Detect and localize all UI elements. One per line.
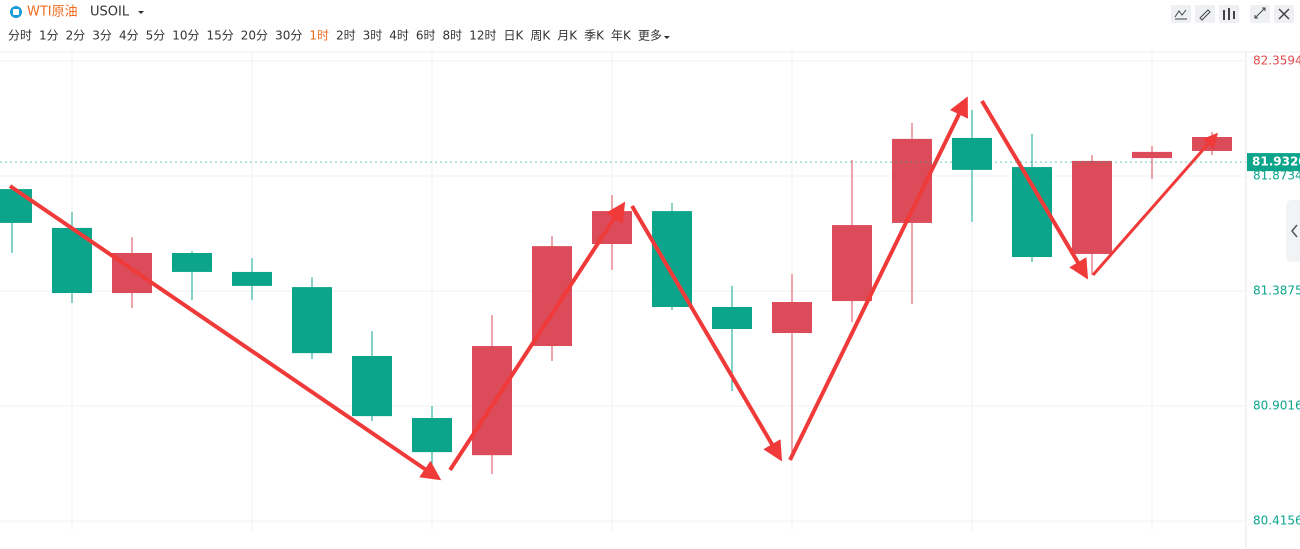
period-tab[interactable]: 日K [503,29,524,43]
candle-body [472,346,512,456]
period-tab[interactable]: 3分 [92,29,112,43]
period-tab[interactable]: 1时 [309,29,329,43]
period-tab[interactable]: 3时 [363,29,383,43]
period-tab[interactable]: 2分 [66,29,86,43]
y-tick-label: 80.9016 [1253,399,1300,413]
tool-icon [1254,7,1266,19]
candle-body [652,211,692,307]
tool-icon [1199,9,1211,21]
trend-arrow [630,204,783,462]
symbol-icon-inner [13,9,19,15]
tool-button[interactable] [1250,5,1270,23]
period-tab[interactable]: 6时 [416,29,436,43]
period-tab[interactable]: 20分 [241,29,268,43]
period-tab[interactable]: 15分 [207,29,234,43]
last-price-badge [1247,153,1300,172]
tool-icon [1174,9,1187,20]
candles [0,110,1232,475]
tool-icon [1278,8,1290,20]
toolbar: WTI原油 USOIL 分时 1分 2分 3分 4分 5分 10分 15分 20分 30分 1时 2时… [8,5,1294,43]
symbol-code[interactable]: USOIL [90,5,130,20]
period-tab[interactable]: 季K [584,29,605,43]
candle-body [1132,151,1172,159]
side-tab-icon [1291,224,1298,238]
candle-body [712,306,752,329]
candle-body [292,287,332,354]
y-tick-label: 81.8734 [1253,168,1300,182]
grid: 80.4156 80.9016 81.3875 81.8734 82.3594 [0,53,1300,528]
candle-body [832,225,872,302]
candle-body [592,211,632,245]
candle-body [532,246,572,347]
period-tab[interactable]: 5分 [146,29,166,43]
side-tab[interactable] [1286,200,1300,262]
period-tab[interactable]: 12时 [469,29,496,43]
trend-arrow [8,184,442,481]
trend-arrow [980,99,1089,280]
trend-arrows [8,96,1218,481]
trend-arrow [788,96,968,461]
tool-button[interactable] [1195,5,1215,23]
tool-buttons [1171,5,1294,23]
period-tab[interactable]: 4时 [389,29,409,43]
period-tab[interactable]: 4分 [119,29,139,43]
period-tab[interactable]: 更多 [638,29,662,43]
symbol-title[interactable]: WTI原油 [27,5,78,20]
candle-body [772,302,812,334]
candle-body [232,271,272,286]
candle-body [172,253,212,272]
candle-body [412,418,452,453]
dropdown-icon[interactable] [138,11,144,14]
last-price-label: 81.9320 [1252,155,1300,169]
period-tab[interactable]: 8时 [443,29,463,43]
period-tab[interactable]: 周K [530,29,551,43]
y-tick-label: 81.3875 [1253,284,1300,298]
period-tab[interactable]: 2时 [336,29,356,43]
dropdown-icon [663,36,670,39]
y-tick-label: 82.3594 [1253,53,1300,67]
period-tab[interactable]: 月K [557,29,578,43]
candle-body [0,189,32,223]
period-tab[interactable]: 1分 [39,29,59,43]
trend-arrow [448,201,626,472]
period-tab[interactable]: 年K [611,29,632,43]
candle-body [352,355,392,417]
period-tab[interactable]: 10分 [172,29,199,43]
y-tick-label: 80.4156 [1253,514,1300,528]
period-tab[interactable]: 分时 [8,29,32,43]
candle-body [952,137,992,170]
tool-icon [1223,8,1235,20]
candle-body [1072,160,1112,254]
side-tab-bg[interactable] [1286,200,1300,262]
trend-arrow [1091,132,1218,276]
period-tab[interactable]: 30分 [275,29,302,43]
